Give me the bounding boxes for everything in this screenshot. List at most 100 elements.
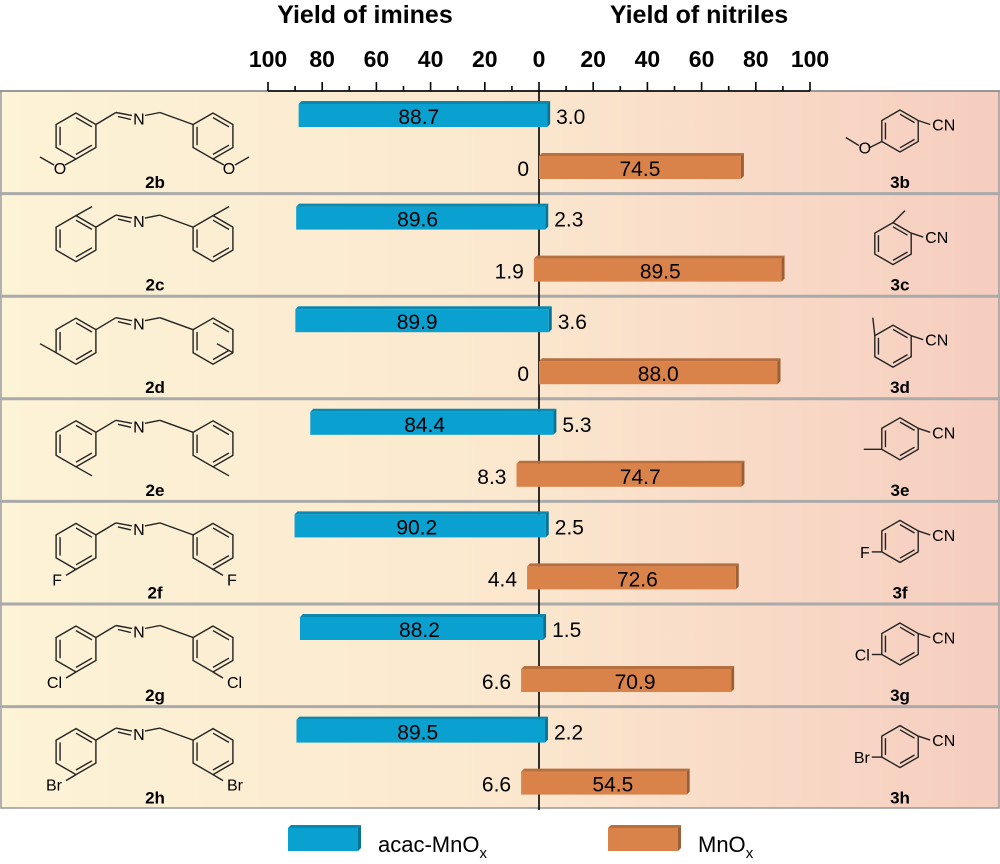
bar-acac-2g: [299, 614, 547, 640]
bar-acac-2h: [296, 716, 548, 743]
oxygen-atom: O: [859, 141, 871, 158]
methoxy-bond: [869, 140, 883, 149]
ring-double-bond: [899, 729, 915, 739]
nitrile-compound-label: 3b: [890, 173, 910, 192]
imine-bond: [95, 522, 117, 536]
bar-side-face: [548, 306, 552, 333]
bar-mnox-3g: [521, 666, 735, 692]
nitrile-yield-label: 54.5: [592, 774, 633, 797]
bar-top-face: [296, 203, 549, 207]
halogen-bond: [212, 568, 224, 577]
halogen-bond: [212, 773, 224, 782]
nitrogen-atom: N: [133, 317, 145, 334]
tick-label: 40: [418, 46, 444, 72]
legend-label-acac: acac-MnOx: [378, 832, 487, 862]
nitrile-yield-label: 3.0: [556, 106, 585, 129]
bar-side-face: [543, 614, 547, 640]
bar-acac-2f: [294, 511, 549, 538]
imine-compound-label: 2f: [147, 583, 162, 602]
ring-double-bond: [212, 527, 230, 538]
bar-mnox-3f: [527, 563, 739, 590]
imine-double-bond: [117, 115, 132, 121]
imine-bond: [144, 727, 161, 732]
bar-side-face: [740, 153, 744, 179]
imine-compound-label: 2e: [146, 481, 165, 500]
left-axis-title: Yield of imines: [277, 1, 453, 29]
ring-double-bond: [212, 629, 230, 641]
methyl-bond: [39, 156, 55, 166]
halogen-atom: Br: [46, 778, 63, 795]
nitrile-compound-label: 3g: [890, 686, 910, 705]
imine-compound-label: 2b: [145, 173, 165, 192]
imine-double-bond: [117, 731, 132, 736]
imine-bond: [159, 317, 194, 331]
imine-double-bond: [115, 522, 133, 527]
ring-double-bond: [75, 219, 93, 231]
imine-yield-label: 6.6: [482, 671, 511, 694]
ring-double-bond: [899, 549, 915, 559]
imine-yield-label: 8.3: [477, 466, 506, 489]
bar-side-face: [553, 408, 557, 435]
methoxy-bond: [64, 158, 77, 166]
ring-double-bond: [75, 247, 93, 258]
imine-yield-label: 84.4: [404, 414, 445, 437]
nitrile-yield-label: 89.5: [640, 261, 681, 284]
methyl-bond: [845, 136, 860, 147]
imine-bond: [95, 111, 117, 126]
ring-double-bond: [75, 657, 93, 669]
halogen-bond: [65, 568, 77, 577]
ring-double-bond: [75, 452, 93, 463]
imine-yield-label: 90.2: [396, 516, 437, 539]
methyl-bond: [216, 343, 234, 354]
methyl-bond: [872, 317, 876, 336]
ring-double-bond: [892, 251, 908, 262]
ring-double-bond: [75, 144, 93, 156]
imine-bond: [144, 111, 161, 117]
imine-right-ring: [192, 214, 234, 263]
nitrogen-atom: N: [133, 419, 145, 436]
bar-side-face: [777, 358, 781, 385]
legend-swatch-acac: [288, 825, 361, 851]
imine-yield-label: 0: [517, 363, 529, 386]
bar-mnox-3c: [533, 255, 785, 282]
halogen-atom: F: [860, 545, 870, 562]
imine-structure-2f: N F F: [52, 522, 237, 590]
imine-structure-2d: N: [39, 317, 234, 366]
nitrogen-atom: N: [133, 522, 145, 539]
imine-bond: [159, 419, 194, 433]
bar-top-face: [295, 306, 552, 310]
ring-double-bond: [212, 732, 230, 744]
halogen-atom: Cl: [47, 675, 62, 692]
imine-bond: [159, 624, 194, 639]
nitrile-yield-label: 5.3: [562, 414, 591, 437]
nitrile-bond: [917, 427, 931, 433]
nitrile-structure-3h: CN Br: [854, 724, 955, 769]
bar-top-face: [539, 358, 781, 362]
nitrile-structure-3c: CN: [874, 210, 948, 266]
imine-bond: [144, 317, 161, 322]
legend-label-subscript: x: [479, 845, 487, 862]
imine-bond: [144, 214, 161, 219]
nitrogen-atom: N: [133, 625, 145, 642]
halogen-atom: F: [52, 572, 62, 589]
ring-double-bond: [899, 113, 915, 124]
bar-acac-2e: [310, 408, 557, 435]
ring-double-bond: [899, 651, 915, 662]
nitrile-yield-label: 74.7: [620, 466, 661, 489]
bar-top-face: [516, 460, 745, 464]
oxygen-atom: O: [223, 161, 235, 178]
imine-yield-label: 88.7: [398, 106, 439, 129]
imine-structure-2b: N O O: [39, 111, 250, 178]
imine-yield-label: 6.6: [482, 774, 511, 797]
bar-acac-2c: [296, 203, 549, 230]
bar-front-face: [527, 566, 736, 590]
nitrile-structure-3f: CN F: [860, 519, 955, 564]
ring-double-bond: [75, 116, 93, 128]
bar-front-face: [521, 669, 732, 692]
ring-double-bond: [212, 219, 230, 231]
imine-structure-2e: N: [55, 419, 234, 477]
nitrile-yield-label: 1.5: [552, 619, 581, 642]
imine-structure-2h: N Br Br: [46, 727, 244, 795]
imine-double-bond: [115, 624, 133, 630]
imine-left-ring: [55, 214, 97, 263]
